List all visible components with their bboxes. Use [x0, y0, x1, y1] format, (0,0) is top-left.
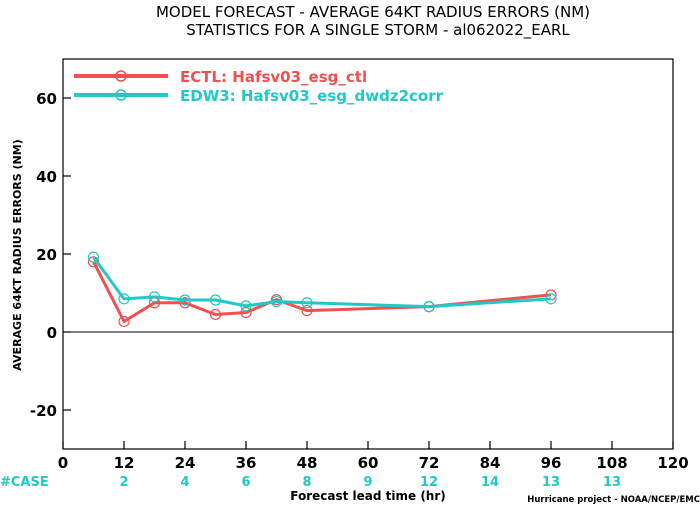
series-2-point [87, 251, 100, 263]
y-tick-label: -20 [30, 402, 57, 420]
series-2-point [148, 291, 161, 303]
series-1-point [301, 304, 313, 317]
x-axis-label: Forecast lead time (hr) [290, 489, 446, 503]
series-1-point [209, 308, 222, 321]
y-axis: -20 0 20 40 60 [30, 90, 71, 420]
series-2-point [209, 294, 222, 306]
series-1-point [179, 297, 191, 309]
case-count: 8 [302, 475, 311, 490]
series-layer [87, 251, 557, 328]
case-count: 13 [603, 475, 621, 490]
series-2-point [423, 301, 435, 313]
x-tick-label: 36 [236, 454, 257, 472]
x-tick-label: 60 [358, 454, 379, 472]
case-label: #CASE [0, 475, 49, 490]
y-tick-label: 20 [36, 246, 57, 264]
x-tick-label: 72 [419, 454, 440, 472]
series-1-point [240, 306, 252, 319]
x-tick-label: 84 [480, 454, 501, 472]
plot-frame [62, 58, 674, 450]
case-count: 14 [481, 475, 499, 490]
x-tick-label: 12 [114, 454, 135, 472]
y-tick-label: 0 [47, 324, 57, 342]
y-axis-label: AVERAGE 64KT RADIUS ERRORS (NM) [11, 139, 24, 370]
series-line-1 [92, 261, 552, 323]
case-count: 4 [180, 475, 189, 490]
case-count: 12 [420, 475, 438, 490]
x-tick-label: 96 [541, 454, 562, 472]
case-count: 6 [241, 475, 250, 490]
x-axis: 0 12 24 36 48 60 72 84 96 108 120 [58, 441, 689, 472]
series-2-point [270, 295, 283, 308]
series-2-point [118, 293, 130, 305]
case-counts: 2 4 6 8 9 12 14 13 13 [119, 475, 621, 490]
series-2-point [545, 293, 557, 305]
chart-subtitle: STATISTICS FOR A SINGLE STORM - al062022… [186, 21, 570, 40]
x-tick-label: 48 [297, 454, 318, 472]
y-tick-label: 40 [36, 168, 57, 186]
x-tick-label: 24 [175, 454, 196, 472]
series-1-point [118, 315, 130, 328]
series-2-point [179, 294, 191, 306]
y-tick-label: 60 [36, 90, 57, 108]
legend-marker-2 [115, 89, 127, 101]
case-count: 9 [363, 475, 372, 490]
credit-text: Hurricane project - NOAA/NCEP/EMC [527, 495, 700, 505]
series-line-2 [92, 256, 552, 309]
legend-label-2: EDW3: Hafsv03_esg_dwdz2corr [180, 87, 444, 105]
case-count: 13 [542, 475, 560, 490]
series-2-point [240, 300, 252, 312]
chart-title: MODEL FORECAST - AVERAGE 64KT RADIUS ERR… [156, 3, 590, 21]
x-tick-label: 0 [58, 454, 68, 472]
x-tick-label: 120 [657, 454, 688, 472]
legend-label-1: ECTL: Hafsv03_esg_ctl [180, 68, 367, 86]
legend-marker-1 [115, 70, 127, 82]
x-tick-label: 108 [596, 454, 627, 472]
series-2-point [301, 297, 313, 309]
case-count: 2 [119, 475, 128, 490]
